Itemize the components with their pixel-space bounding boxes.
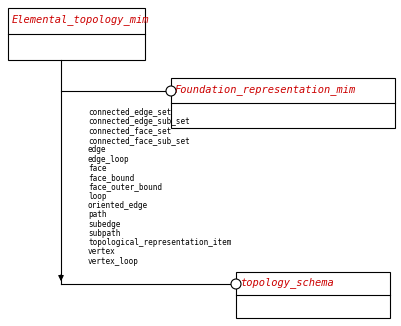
Text: connected_face_sub_set: connected_face_sub_set — [88, 136, 190, 145]
Text: Foundation_representation_mim: Foundation_representation_mim — [175, 84, 356, 95]
Text: connected_face_set: connected_face_set — [88, 126, 171, 136]
Text: vertex_loop: vertex_loop — [88, 257, 139, 266]
Text: loop: loop — [88, 192, 107, 201]
Text: Elemental_topology_mim: Elemental_topology_mim — [12, 14, 150, 25]
Text: path: path — [88, 210, 107, 219]
Bar — [171, 78, 395, 128]
Text: face_outer_bound: face_outer_bound — [88, 183, 162, 191]
Circle shape — [166, 86, 176, 96]
Text: subpath: subpath — [88, 229, 120, 238]
Text: face_bound: face_bound — [88, 173, 134, 182]
Text: oriented_edge: oriented_edge — [88, 201, 148, 210]
Text: vertex: vertex — [88, 247, 116, 257]
Circle shape — [231, 279, 241, 289]
Bar — [8, 8, 145, 60]
Text: edge: edge — [88, 145, 107, 154]
Text: subedge: subedge — [88, 220, 120, 229]
Text: topological_representation_item: topological_representation_item — [88, 238, 231, 247]
Bar — [236, 272, 390, 318]
Text: connected_edge_sub_set: connected_edge_sub_set — [88, 117, 190, 126]
Text: topology_schema: topology_schema — [240, 277, 334, 288]
Text: face: face — [88, 164, 107, 173]
Text: connected_edge_set: connected_edge_set — [88, 108, 171, 117]
Text: edge_loop: edge_loop — [88, 155, 130, 164]
